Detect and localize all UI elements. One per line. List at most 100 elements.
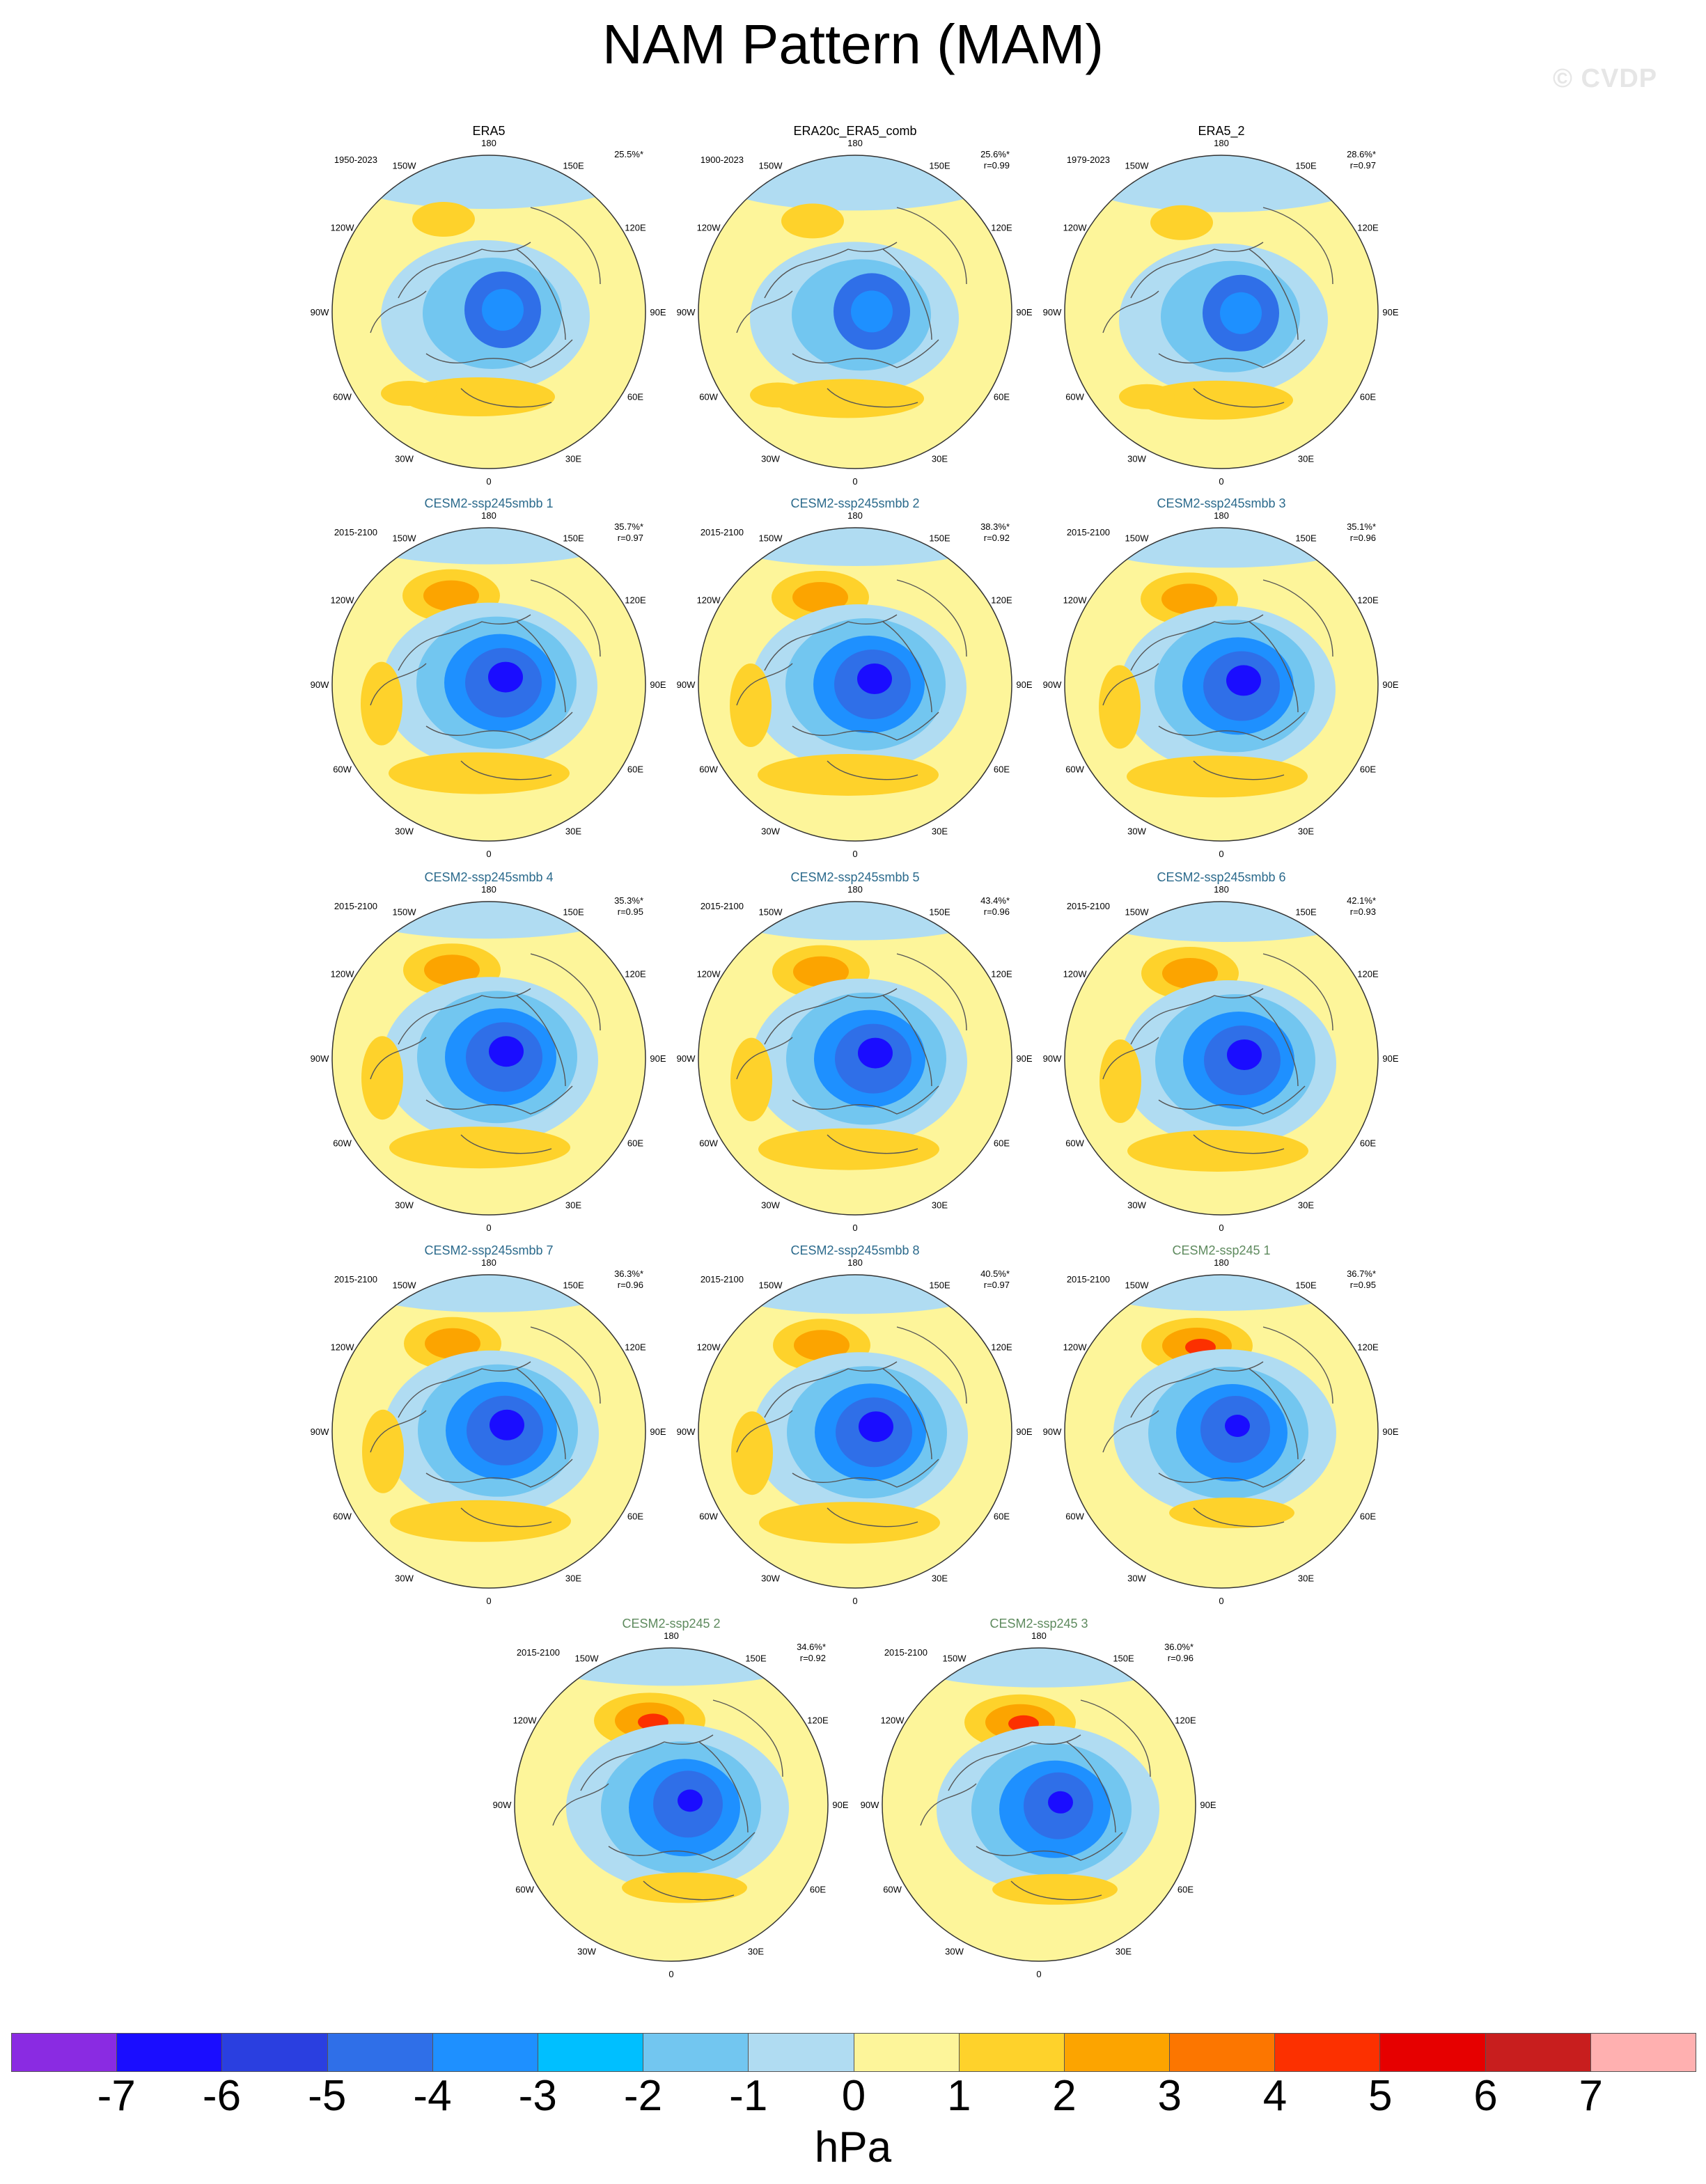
panel-variance-stats: 35.1%* r=0.96 — [1320, 521, 1376, 544]
anomaly-contour — [489, 1036, 524, 1067]
coastline — [736, 1037, 793, 1080]
longitude-label: 120E — [1357, 223, 1379, 233]
longitude-label: 60W — [1065, 392, 1084, 402]
longitude-label: 60E — [1360, 392, 1376, 402]
coastline — [1102, 1410, 1159, 1453]
longitude-label: 30W — [1127, 453, 1146, 464]
coastline — [370, 1410, 427, 1453]
colorbar-tick-label: 1 — [947, 2072, 971, 2120]
longitude-label: 180 — [1031, 1631, 1047, 1641]
coastline — [792, 1085, 939, 1115]
pattern-correlation: r=0.95 — [617, 906, 643, 917]
anomaly-contour — [859, 1411, 893, 1443]
colorbar-swatch — [1590, 2034, 1696, 2071]
map-border — [1064, 155, 1379, 469]
anomaly-contour — [361, 1036, 403, 1120]
longitude-label: 60E — [810, 1885, 826, 1895]
anomaly-contour — [348, 1275, 627, 1312]
longitude-label: 60W — [333, 764, 352, 775]
coastline — [460, 1507, 552, 1527]
pattern-correlation: r=0.99 — [983, 160, 1010, 171]
longitude-label: 30W — [761, 1573, 780, 1583]
longitude-label: 30E — [1116, 1946, 1132, 1956]
longitude-label: 60E — [994, 1138, 1010, 1149]
longitude-label: 0 — [852, 849, 857, 858]
longitude-label: 60E — [1360, 764, 1376, 775]
longitude-label: 150W — [575, 1653, 600, 1664]
longitude-label: 120E — [1357, 969, 1379, 980]
polar-map: 180 150E 120E 90E 60E 30E 0 30W 60W 90W 120W 150W — [677, 138, 1033, 486]
longitude-label: 30E — [565, 826, 581, 836]
anomaly-contour — [1225, 1415, 1250, 1437]
colorbar-tick-label: -2 — [623, 2072, 663, 2120]
colorbar-tick-label: 3 — [1157, 2072, 1182, 2120]
anomaly-contour — [1140, 380, 1293, 420]
coastline — [460, 760, 552, 780]
longitude-label: 60W — [333, 392, 352, 402]
longitude-label: 30W — [1127, 1573, 1146, 1583]
longitude-label: 150W — [393, 161, 417, 171]
panel-variance-stats: 25.6%* r=0.99 — [954, 149, 1010, 171]
panel-period: 2015-2100 — [334, 527, 377, 537]
longitude-label: 30E — [565, 453, 581, 464]
map-border — [331, 901, 646, 1216]
longitude-label: 0 — [1219, 476, 1223, 486]
coastline — [736, 1410, 793, 1453]
coastline — [882, 249, 932, 340]
panel-title: CESM2-ssp245smbb 5 — [790, 870, 920, 884]
longitude-label: 60E — [994, 392, 1010, 402]
anomaly-contour — [490, 1409, 524, 1440]
anomaly-contour — [717, 902, 995, 941]
panel-variance-stats: 36.0%* r=0.96 — [1138, 1642, 1194, 1664]
anomaly-contour — [390, 1500, 571, 1542]
longitude-label: 90E — [650, 307, 666, 317]
coastline — [1130, 1361, 1264, 1418]
longitude-label: 0 — [1219, 849, 1223, 858]
colorbar-tick-label: 5 — [1368, 2072, 1393, 2120]
panel-title: CESM2-ssp245smbb 8 — [790, 1243, 920, 1257]
coastline — [516, 249, 566, 340]
longitude-label: 0 — [668, 1969, 673, 1979]
panel-variance-stats: 36.3%* r=0.96 — [588, 1268, 643, 1291]
longitude-label: 60W — [699, 1138, 718, 1149]
cvdp-watermark: © CVDP — [1553, 64, 1658, 93]
longitude-label: 60W — [1065, 1138, 1084, 1149]
map-panel: 180 150E 120E 90E 60E 30E 0 30W 60W 90W 120W 150W CE… — [667, 870, 1043, 1232]
coastline — [398, 242, 531, 299]
coastline — [398, 614, 531, 671]
longitude-label: 30W — [1127, 1200, 1146, 1210]
anomaly-contour — [1079, 1275, 1357, 1311]
anomaly-contour — [1220, 292, 1262, 334]
anomaly-contour — [347, 528, 625, 565]
variance-explained: 35.1%* — [1347, 521, 1376, 532]
pattern-correlation: r=0.97 — [983, 1280, 1010, 1290]
longitude-label: 90E — [1016, 679, 1032, 690]
longitude-label: 30E — [1298, 453, 1314, 464]
colorbar-unit-label: hPa — [814, 2123, 892, 2171]
coastline — [792, 712, 939, 741]
polar-map: 180 150E 120E 90E 60E 30E 0 30W 60W 90W 120W 150W — [861, 1631, 1216, 1979]
anomaly-contour — [1070, 155, 1377, 212]
longitude-label: 120E — [1175, 1715, 1196, 1726]
anomaly-contour — [488, 661, 523, 693]
longitude-label: 30E — [932, 1573, 948, 1583]
map-panel: 180 150E 120E 90E 60E 30E 0 30W 60W 90W 120W 150W CE… — [667, 1243, 1043, 1605]
longitude-label: 30E — [565, 1573, 581, 1583]
pattern-correlation: r=0.92 — [799, 1653, 826, 1663]
anomaly-contour — [1150, 205, 1213, 240]
colorbar-swatch — [222, 2034, 328, 2071]
colorbar-tick-label: 7 — [1579, 2072, 1603, 2120]
polar-map: 180 150E 120E 90E 60E 30E 0 30W 60W 90W 120W 150W — [311, 1257, 666, 1605]
anomaly-contour — [902, 1648, 1180, 1688]
longitude-label: 30W — [577, 1946, 596, 1956]
coastline — [1158, 1459, 1306, 1488]
panel-variance-stats: 25.5%* — [588, 149, 643, 160]
longitude-label: 0 — [486, 1596, 491, 1605]
colorbar-tick-label: 0 — [841, 2072, 866, 2120]
panel-title: ERA20c_ERA5_comb — [793, 124, 917, 138]
panel-title: CESM2-ssp245smbb 1 — [424, 496, 554, 510]
anomaly-contour — [425, 1328, 480, 1359]
longitude-label: 90E — [1016, 1053, 1032, 1064]
longitude-label: 60E — [1177, 1885, 1194, 1895]
longitude-label: 150W — [759, 907, 783, 918]
